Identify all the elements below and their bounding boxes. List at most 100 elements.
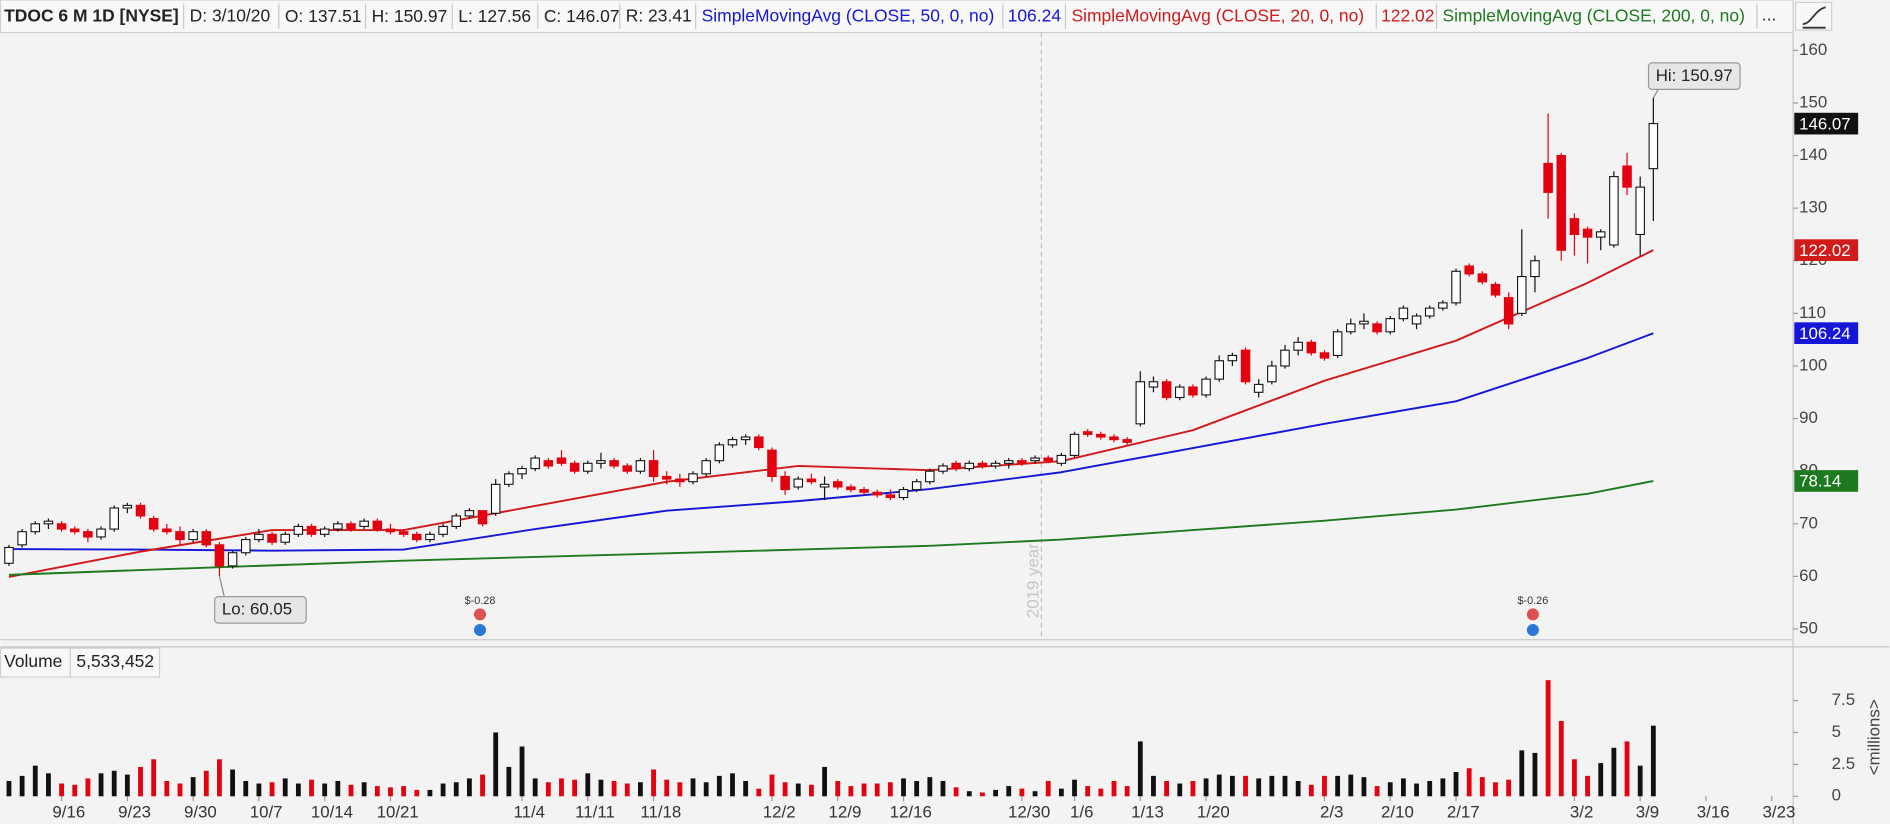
volume-tick-label: 5 <box>1832 722 1841 741</box>
candle-body <box>359 520 369 527</box>
volume-bar <box>282 778 288 797</box>
candle-body <box>1451 270 1461 304</box>
legend: SimpleMovingAvg (CLOSE, 50, 0, no) 106.24… <box>702 3 1745 29</box>
volume-bar <box>190 777 196 797</box>
volume-bar <box>85 778 91 797</box>
year-label: 2019 year <box>1024 543 1043 618</box>
y-tick-label: 90 <box>1799 408 1818 427</box>
event-icon[interactable] <box>473 608 487 621</box>
volume-bar <box>532 778 538 797</box>
volume-bar <box>861 783 867 797</box>
candle-body <box>1411 315 1422 325</box>
volume-bar <box>651 769 656 797</box>
candle-body <box>635 460 646 472</box>
candle-body <box>740 436 751 441</box>
volume-bar <box>1124 786 1130 797</box>
volume-bar <box>1216 774 1222 797</box>
volume-tick-label: 7.5 <box>1832 690 1855 709</box>
volume-bar <box>1506 779 1512 797</box>
event-icon[interactable] <box>1526 608 1539 621</box>
candle-body <box>1398 307 1409 320</box>
volume-bar <box>427 789 433 797</box>
volume-bar <box>624 783 630 797</box>
candle-body <box>1135 381 1146 425</box>
x-tick-label: 1/6 <box>1070 803 1093 822</box>
field-label: H: <box>372 5 389 25</box>
candle-body <box>69 528 80 533</box>
volume-bar <box>151 759 157 797</box>
event-icon[interactable] <box>1526 624 1539 637</box>
x-tick-label: 3/2 <box>1570 803 1593 822</box>
y-tick-label: 140 <box>1799 145 1827 164</box>
ma-line <box>8 480 1654 576</box>
candle-body <box>793 478 804 488</box>
volume-bar <box>1098 788 1104 797</box>
volume-bar <box>1295 780 1301 797</box>
callout-label: Hi: 150.97 <box>1656 66 1733 85</box>
candle-body <box>372 520 383 530</box>
candle-body <box>319 528 330 535</box>
more-button[interactable]: ... <box>1762 4 1777 24</box>
volume-bar <box>401 786 407 797</box>
candle-body <box>569 462 580 472</box>
volume-bar <box>1006 786 1012 797</box>
candle-body <box>806 478 817 483</box>
header-bar <box>0 0 1794 34</box>
volume-bar <box>1400 778 1406 797</box>
candle-body <box>1214 360 1224 380</box>
candle-body <box>1188 386 1198 396</box>
candle-body <box>977 462 988 467</box>
field-value: 137.51 <box>308 5 361 25</box>
volume-title: Volume <box>4 651 62 671</box>
volume-bar <box>32 765 38 797</box>
event-icon[interactable] <box>473 624 487 637</box>
volume-bar <box>98 773 104 797</box>
volume-bar <box>572 779 578 797</box>
volume-bar <box>769 774 775 797</box>
field-value: 150.97 <box>394 5 447 25</box>
price-badge <box>1794 470 1859 492</box>
callout-line <box>1652 89 1659 99</box>
candle-body <box>556 457 567 464</box>
volume-bar <box>453 782 459 797</box>
candle-body <box>754 436 764 449</box>
symbol-title: TDOC 6 M 1D [NYSE] <box>4 5 179 25</box>
candle-body <box>543 460 554 467</box>
candle-body <box>951 462 961 470</box>
candle-body <box>30 523 41 533</box>
x-tick-label: 10/14 <box>311 803 353 822</box>
volume-bar <box>559 778 564 797</box>
candle-body <box>1306 341 1317 354</box>
volume-bar <box>1545 680 1551 797</box>
candle-body <box>1385 318 1396 333</box>
y-tick-label: 110 <box>1799 303 1826 322</box>
candle-body <box>661 475 672 480</box>
volume-bar <box>782 782 788 797</box>
overlay: 506070809010011012013014015016002.557.59… <box>52 40 1859 822</box>
candle-body <box>1280 349 1290 367</box>
x-tick-label: 3/23 <box>1763 803 1796 822</box>
volume-bar <box>1598 763 1604 797</box>
volume-tick-label: 2.5 <box>1832 754 1855 773</box>
candle-body <box>1648 123 1659 170</box>
candle-body <box>911 481 922 491</box>
volume-bar <box>388 787 393 797</box>
price-badge <box>1794 239 1859 261</box>
volume-bar <box>1229 775 1235 797</box>
candle-body <box>1030 457 1040 462</box>
volume-bar <box>1019 788 1025 797</box>
callout-box <box>1647 62 1741 91</box>
volume-bar <box>1269 775 1275 797</box>
candle-body <box>1609 176 1619 246</box>
candle-body <box>1517 276 1527 314</box>
x-tick-label: 11/18 <box>640 803 681 822</box>
field-value: 146.07 <box>566 5 619 25</box>
candle-body <box>780 475 790 491</box>
volume-bar <box>440 783 446 797</box>
volume-bar <box>585 773 591 797</box>
candle-body <box>990 462 1001 467</box>
candle-body <box>490 483 501 514</box>
candle-body <box>451 515 461 527</box>
candle-body <box>1372 323 1382 333</box>
volume-bar <box>335 780 341 797</box>
